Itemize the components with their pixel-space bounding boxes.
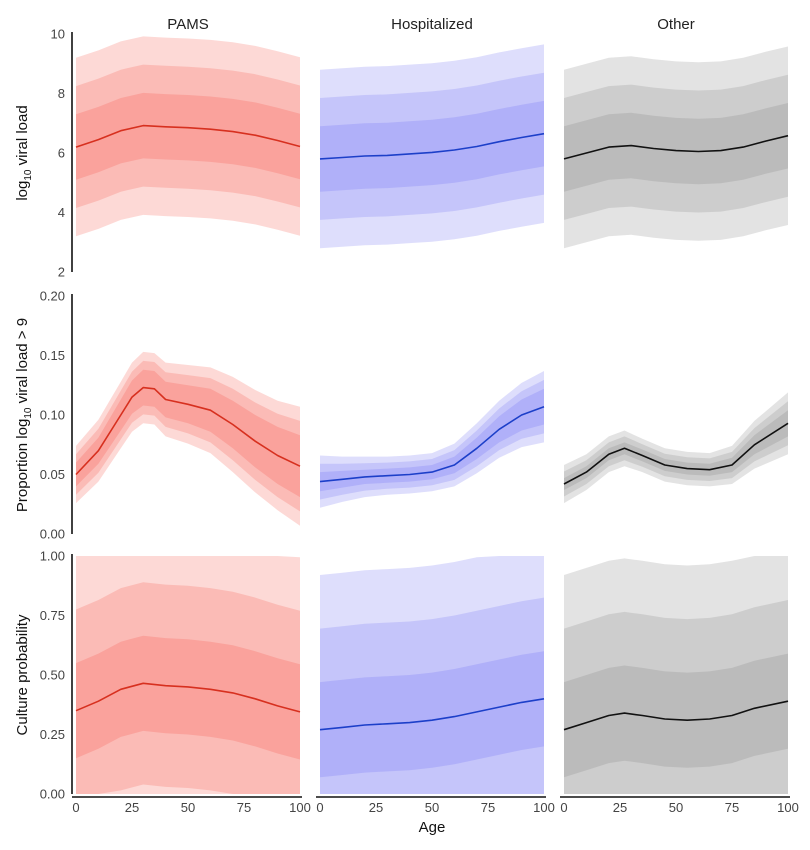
y-axis-title-row-0: log10 viral load	[14, 105, 34, 200]
uncertainty-band-mid	[320, 379, 544, 500]
uncertainty-band-inner	[564, 410, 788, 490]
x-axis-title: Age	[419, 819, 446, 836]
x-tick-label: 100	[777, 800, 799, 815]
series-line-hospitalized	[319, 132, 545, 160]
uncertainty-band-mid	[320, 597, 544, 794]
uncertainty-band-inner	[564, 653, 788, 778]
y-axis-title-main: log	[14, 181, 31, 201]
panel-pams-row-2	[75, 556, 301, 794]
uncertainty-band-mid	[76, 64, 300, 208]
panel-other-row-0	[563, 46, 789, 249]
y-tick-label: 0.00	[40, 787, 65, 802]
y-axis-title-subscript: 10	[23, 407, 34, 419]
series-line-pams	[75, 682, 301, 713]
x-tick-label: 100	[289, 800, 311, 815]
uncertainty-band-outer	[320, 556, 544, 794]
y-axis-title-subscript: 10	[23, 169, 34, 181]
uncertainty-band-outer	[564, 46, 788, 249]
uncertainty-band-mid	[564, 401, 788, 497]
uncertainty-band-inner	[320, 651, 544, 778]
y-axis-title-rest: viral load	[14, 105, 31, 169]
uncertainty-band-inner	[564, 103, 788, 192]
x-tick-label: 50	[669, 800, 683, 815]
y-axis-title-row-2: Culture probability	[14, 614, 31, 735]
series-line-pams	[75, 386, 301, 476]
panel-hospitalized-row-0	[319, 44, 545, 249]
uncertainty-band-inner	[76, 369, 300, 498]
uncertainty-band-inner	[76, 92, 300, 180]
series-line-hospitalized	[319, 698, 545, 731]
x-tick-label: 0	[72, 800, 79, 815]
uncertainty-band-outer	[564, 556, 788, 794]
x-tick-label: 75	[481, 800, 495, 815]
y-tick-label: 0.50	[40, 668, 65, 683]
x-tick-label: 25	[125, 800, 139, 815]
y-tick-label: 0.75	[40, 608, 65, 623]
uncertainty-band-outer	[564, 392, 788, 504]
uncertainty-band-mid	[564, 74, 788, 220]
y-tick-label: 4	[58, 205, 65, 220]
x-tick-label: 50	[181, 800, 195, 815]
uncertainty-band-outer	[76, 36, 300, 237]
panel-pams-row-1	[75, 351, 301, 526]
facet-title-pams: PAMS	[167, 16, 208, 33]
y-tick-label: 1.00	[40, 549, 65, 564]
uncertainty-band-outer	[76, 351, 300, 526]
facet-title-other: Other	[657, 16, 695, 33]
panel-hospitalized-row-2	[319, 556, 545, 794]
uncertainty-band-inner	[76, 635, 300, 760]
x-tick-label: 0	[560, 800, 567, 815]
y-axis-title-row-1: Proportion log10 viral load > 9	[14, 318, 34, 512]
y-tick-label: 8	[58, 86, 65, 101]
y-tick-label: 0.05	[40, 467, 65, 482]
series-line-hospitalized	[319, 405, 545, 483]
x-tick-label: 0	[316, 800, 323, 815]
series-line-other	[563, 134, 789, 160]
y-tick-label: 0.10	[40, 408, 65, 423]
x-tick-label: 75	[237, 800, 251, 815]
panel-pams-row-0	[75, 36, 301, 237]
y-axis-title-rest: viral load > 9	[14, 318, 31, 408]
facet-title-hospitalized: Hospitalized	[391, 16, 473, 33]
y-tick-label: 0.00	[40, 527, 65, 542]
x-tick-label: 100	[533, 800, 555, 815]
x-tick-label: 50	[425, 800, 439, 815]
panel-hospitalized-row-1	[319, 371, 545, 508]
y-axis-title-main: Culture probability	[14, 614, 31, 735]
panel-other-row-2	[563, 556, 789, 794]
uncertainty-band-outer	[320, 44, 544, 249]
uncertainty-band-inner	[320, 100, 544, 192]
y-tick-label: 2	[58, 265, 65, 280]
series-line-other	[563, 700, 789, 731]
panel-other-row-1	[563, 392, 789, 504]
x-tick-label: 25	[369, 800, 383, 815]
uncertainty-band-mid	[320, 72, 544, 220]
y-tick-label: 10	[51, 27, 65, 42]
uncertainty-band-inner	[320, 388, 544, 492]
x-tick-label: 75	[725, 800, 739, 815]
x-tick-label: 25	[613, 800, 627, 815]
y-tick-label: 0.15	[40, 348, 65, 363]
uncertainty-band-mid	[564, 600, 788, 794]
y-tick-label: 6	[58, 146, 65, 161]
uncertainty-band-mid	[76, 582, 300, 794]
y-axis-title-main: Proportion log	[14, 419, 31, 512]
y-tick-label: 0.25	[40, 727, 65, 742]
uncertainty-band-outer	[320, 371, 544, 508]
y-tick-label: 0.20	[40, 289, 65, 304]
uncertainty-band-outer	[76, 556, 300, 794]
series-line-pams	[75, 124, 301, 148]
series-line-other	[563, 422, 789, 485]
